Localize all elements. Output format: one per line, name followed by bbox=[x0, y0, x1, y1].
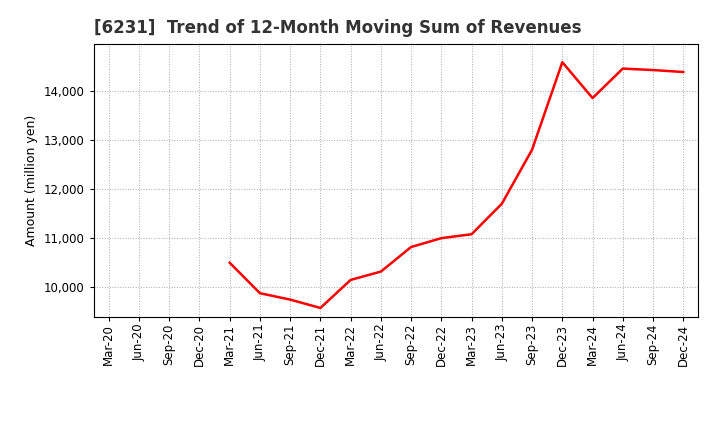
Text: [6231]  Trend of 12-Month Moving Sum of Revenues: [6231] Trend of 12-Month Moving Sum of R… bbox=[94, 19, 581, 37]
Y-axis label: Amount (million yen): Amount (million yen) bbox=[25, 115, 38, 246]
